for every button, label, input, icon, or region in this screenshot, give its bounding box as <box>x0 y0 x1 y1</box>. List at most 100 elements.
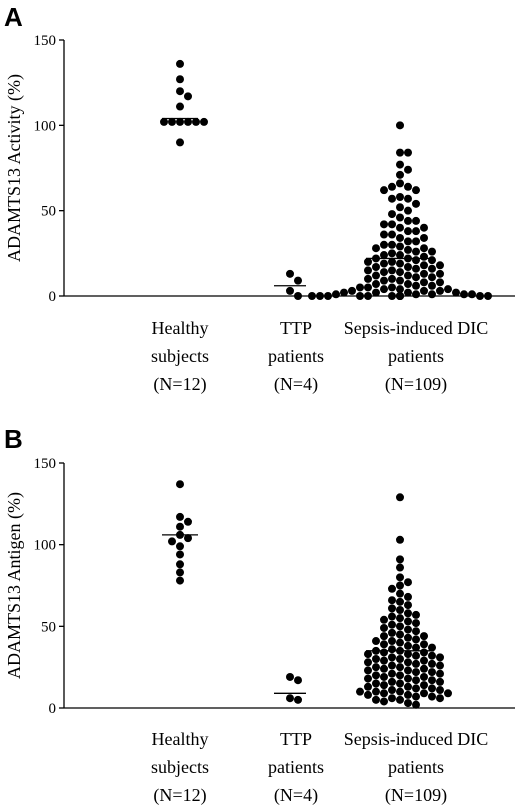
panel-b-data-point <box>396 614 404 623</box>
panel-a-data-point <box>388 283 396 292</box>
panel-b-data-point <box>380 640 388 649</box>
panel-a-category-label: TTP <box>280 318 312 338</box>
panel-b-data-point <box>428 651 436 660</box>
panel-a-data-point <box>388 257 396 266</box>
panel-a-data-point <box>404 280 412 289</box>
panel-a-data-point <box>428 256 436 265</box>
panel-a-data-point <box>412 256 420 265</box>
panel-b-data-point <box>412 659 420 668</box>
panel-b-category-label: Sepsis-induced DIC <box>344 729 488 749</box>
panel-a-data-point <box>436 278 444 287</box>
panel-b-data-point <box>404 650 412 659</box>
panel-b-data-point <box>176 550 184 559</box>
panel-a-data-point <box>396 276 404 285</box>
panel-b-data-point <box>396 589 404 598</box>
panel-a-data-point <box>380 220 388 229</box>
panel-b-data-point <box>412 627 420 636</box>
panel-b-data-point <box>364 690 372 699</box>
panel-a-data-point <box>468 290 476 299</box>
panel-a-data-point <box>428 290 436 299</box>
panel-b-data-point <box>372 687 380 696</box>
panel-a-data-point <box>396 179 404 188</box>
panel-b-data-point <box>380 648 388 657</box>
panel-a-data-point <box>420 261 428 270</box>
panel-b-data-point <box>436 653 444 662</box>
panel-b-data-point <box>176 542 184 551</box>
panel-b-category-label: (N=4) <box>274 785 318 806</box>
panel-b-data-point <box>380 623 388 632</box>
panel-a-data-point <box>364 274 372 283</box>
panel-a-data-point <box>404 206 412 215</box>
panel-a-data-point <box>484 292 492 300</box>
panel-a-data-point <box>372 280 380 289</box>
panel-a-data-point <box>428 281 436 290</box>
panel-b-data-point <box>420 672 428 681</box>
panel-b-data-point <box>420 656 428 665</box>
panel-b-data-point <box>372 655 380 663</box>
panel-b-data-point <box>412 643 420 652</box>
panel-b-data-point <box>404 666 412 675</box>
panel-a-data-point <box>396 292 404 300</box>
panel-b-letter: B <box>4 424 23 454</box>
panel-a-data-point <box>380 276 388 285</box>
panel-b-data-point <box>286 694 294 703</box>
panel-a-data-point <box>176 75 184 84</box>
panel-b-data-point <box>388 637 396 646</box>
panel-b-data-point <box>396 555 404 564</box>
panel-b-data-point <box>380 689 388 698</box>
panel-a-data-point <box>364 283 372 292</box>
panel-b-data-point <box>396 573 404 582</box>
panel-b-data-point <box>396 630 404 639</box>
panel-b-data-point <box>176 568 184 577</box>
panel-b-data-point <box>380 632 388 641</box>
panel-b-data-point <box>388 694 396 703</box>
panel-b-category-label: patients <box>388 757 444 777</box>
panel-a-data-point <box>396 213 404 222</box>
panel-b-data-point <box>176 576 184 585</box>
panel-b-y-tick-label: 100 <box>34 538 57 554</box>
panel-b-data-point <box>428 676 436 685</box>
panel-a-data-point <box>396 251 404 260</box>
panel-b-data-point <box>404 699 412 708</box>
panel-a-category-label: Healthy <box>152 318 209 338</box>
panel-b-data-point <box>396 493 404 502</box>
panel-b-data-point <box>388 669 396 678</box>
panel-a-data-point <box>396 121 404 130</box>
panel-b-data-point <box>412 676 420 685</box>
panel-a-data-point <box>308 292 316 300</box>
panel-a-data-point <box>184 92 192 101</box>
panel-a-data-point <box>396 268 404 277</box>
panel-b-data-point <box>436 669 444 678</box>
panel-b-category-label: (N=12) <box>153 785 206 806</box>
panel-b-data-point <box>380 672 388 681</box>
panel-a-data-point <box>420 233 428 242</box>
panel-a-data-point <box>364 266 372 275</box>
panel-a-data-point <box>176 59 184 68</box>
panel-b-data-point <box>176 522 184 531</box>
panel-b-data-point <box>388 677 396 686</box>
panel-a-data-point <box>372 271 380 280</box>
panel-a-data-point <box>388 210 396 219</box>
panel-b-data-point <box>428 692 436 701</box>
panel-a-data-point <box>420 269 428 278</box>
panel-b-data-point <box>372 671 380 680</box>
panel-a-data-point <box>396 148 404 157</box>
panel-a-data-point <box>372 262 380 271</box>
panel-a-data-point <box>396 259 404 268</box>
panel-b-data-point <box>420 632 428 641</box>
panel-a-data-point <box>192 117 200 126</box>
panel-a-data-point <box>316 292 324 300</box>
panel-a-data-point <box>176 117 184 126</box>
panel-b-data-point <box>184 517 192 526</box>
panel-b-data-point <box>412 684 420 693</box>
panel-a-data-point <box>412 186 420 195</box>
panel-b-data-point <box>436 694 444 703</box>
panel-b-data-point <box>168 537 176 546</box>
panel-a-data-point <box>168 117 176 126</box>
panel-a-data-point <box>420 286 428 295</box>
panel-a-data-point <box>396 193 404 202</box>
panel-b-data-point <box>294 676 302 685</box>
panel-b-data-point <box>412 700 420 709</box>
panel-a-category-label: patients <box>268 346 324 366</box>
panel-b-data-point <box>404 690 412 699</box>
